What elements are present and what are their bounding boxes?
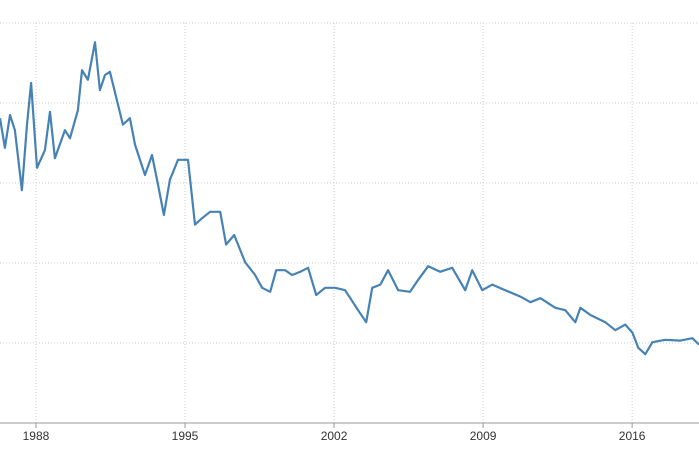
x-tick-label: 1988	[23, 429, 50, 443]
x-tick-label: 1995	[172, 429, 199, 443]
x-tick-label: 2016	[619, 429, 646, 443]
x-tick-label: 2002	[321, 429, 348, 443]
x-tick-label: 2009	[470, 429, 497, 443]
data-line	[0, 41, 699, 356]
